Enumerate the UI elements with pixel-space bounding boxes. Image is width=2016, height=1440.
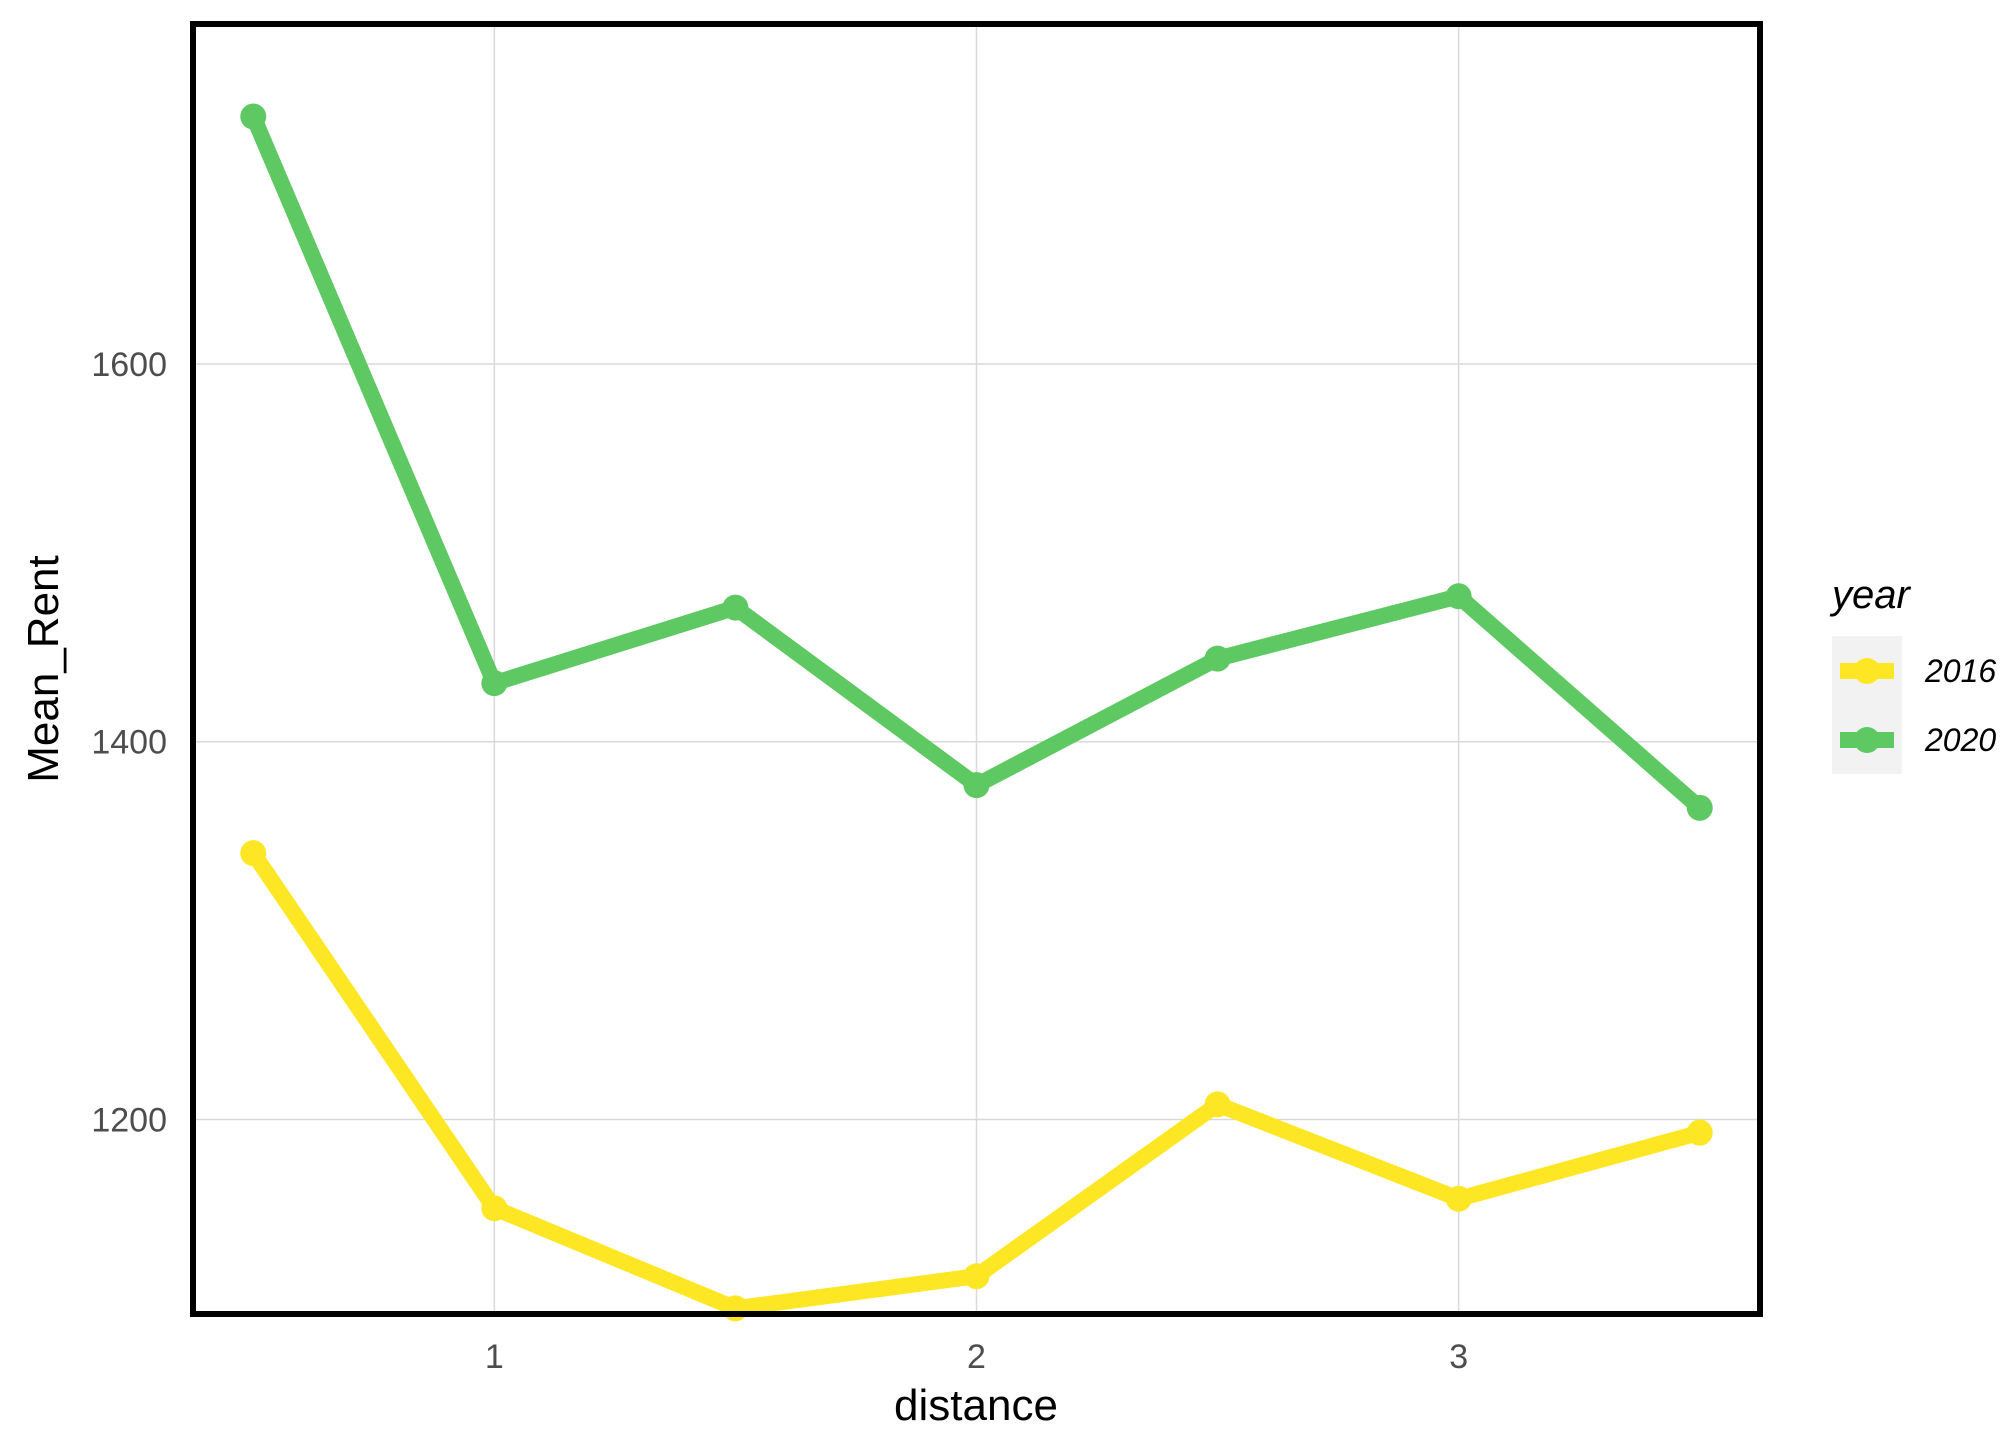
series-layer (240, 103, 1713, 1322)
y-tick-label: 1200 (91, 1101, 167, 1139)
data-point-2020 (240, 103, 267, 130)
x-axis-title: distance (894, 1381, 1058, 1430)
data-point-2020 (1686, 794, 1713, 821)
legend: year 2016 2020 (1829, 573, 1996, 774)
legend-items: 2016 2020 (1840, 653, 1996, 758)
data-point-2016 (722, 1295, 749, 1322)
x-tick-label: 1 (485, 1338, 504, 1376)
series-2016 (240, 840, 1713, 1322)
data-point-2016 (1445, 1185, 1472, 1212)
axis-ticks: 1 2 3 1200 1400 1600 (91, 346, 1468, 1376)
legend-point-swatch (1854, 658, 1880, 684)
data-point-2016 (240, 840, 267, 867)
series-2020 (240, 103, 1713, 821)
data-point-2020 (722, 594, 749, 621)
data-point-2020 (1445, 583, 1472, 610)
legend-key-background (1832, 636, 1902, 774)
x-tick-label: 2 (967, 1338, 986, 1376)
legend-title: year (1829, 573, 1911, 617)
legend-item-2020: 2020 (1840, 722, 1996, 758)
legend-label: 2020 (1924, 722, 1996, 758)
data-point-2016 (481, 1195, 508, 1222)
legend-point-swatch (1854, 727, 1880, 753)
data-point-2016 (1204, 1091, 1231, 1118)
panel-border (190, 21, 1763, 1317)
legend-item-2016: 2016 (1840, 653, 1996, 689)
x-tick-label: 3 (1449, 1338, 1468, 1376)
data-point-2016 (963, 1263, 990, 1290)
data-point-2020 (1204, 645, 1231, 672)
y-axis-title: Mean_Rent (19, 555, 68, 782)
data-point-2016 (1686, 1119, 1713, 1146)
data-point-2020 (481, 670, 508, 697)
data-point-2020 (963, 772, 990, 799)
y-tick-label: 1600 (91, 346, 167, 384)
y-tick-label: 1400 (91, 724, 167, 762)
legend-label: 2016 (1924, 653, 1996, 689)
grid-lines (193, 24, 1760, 1314)
